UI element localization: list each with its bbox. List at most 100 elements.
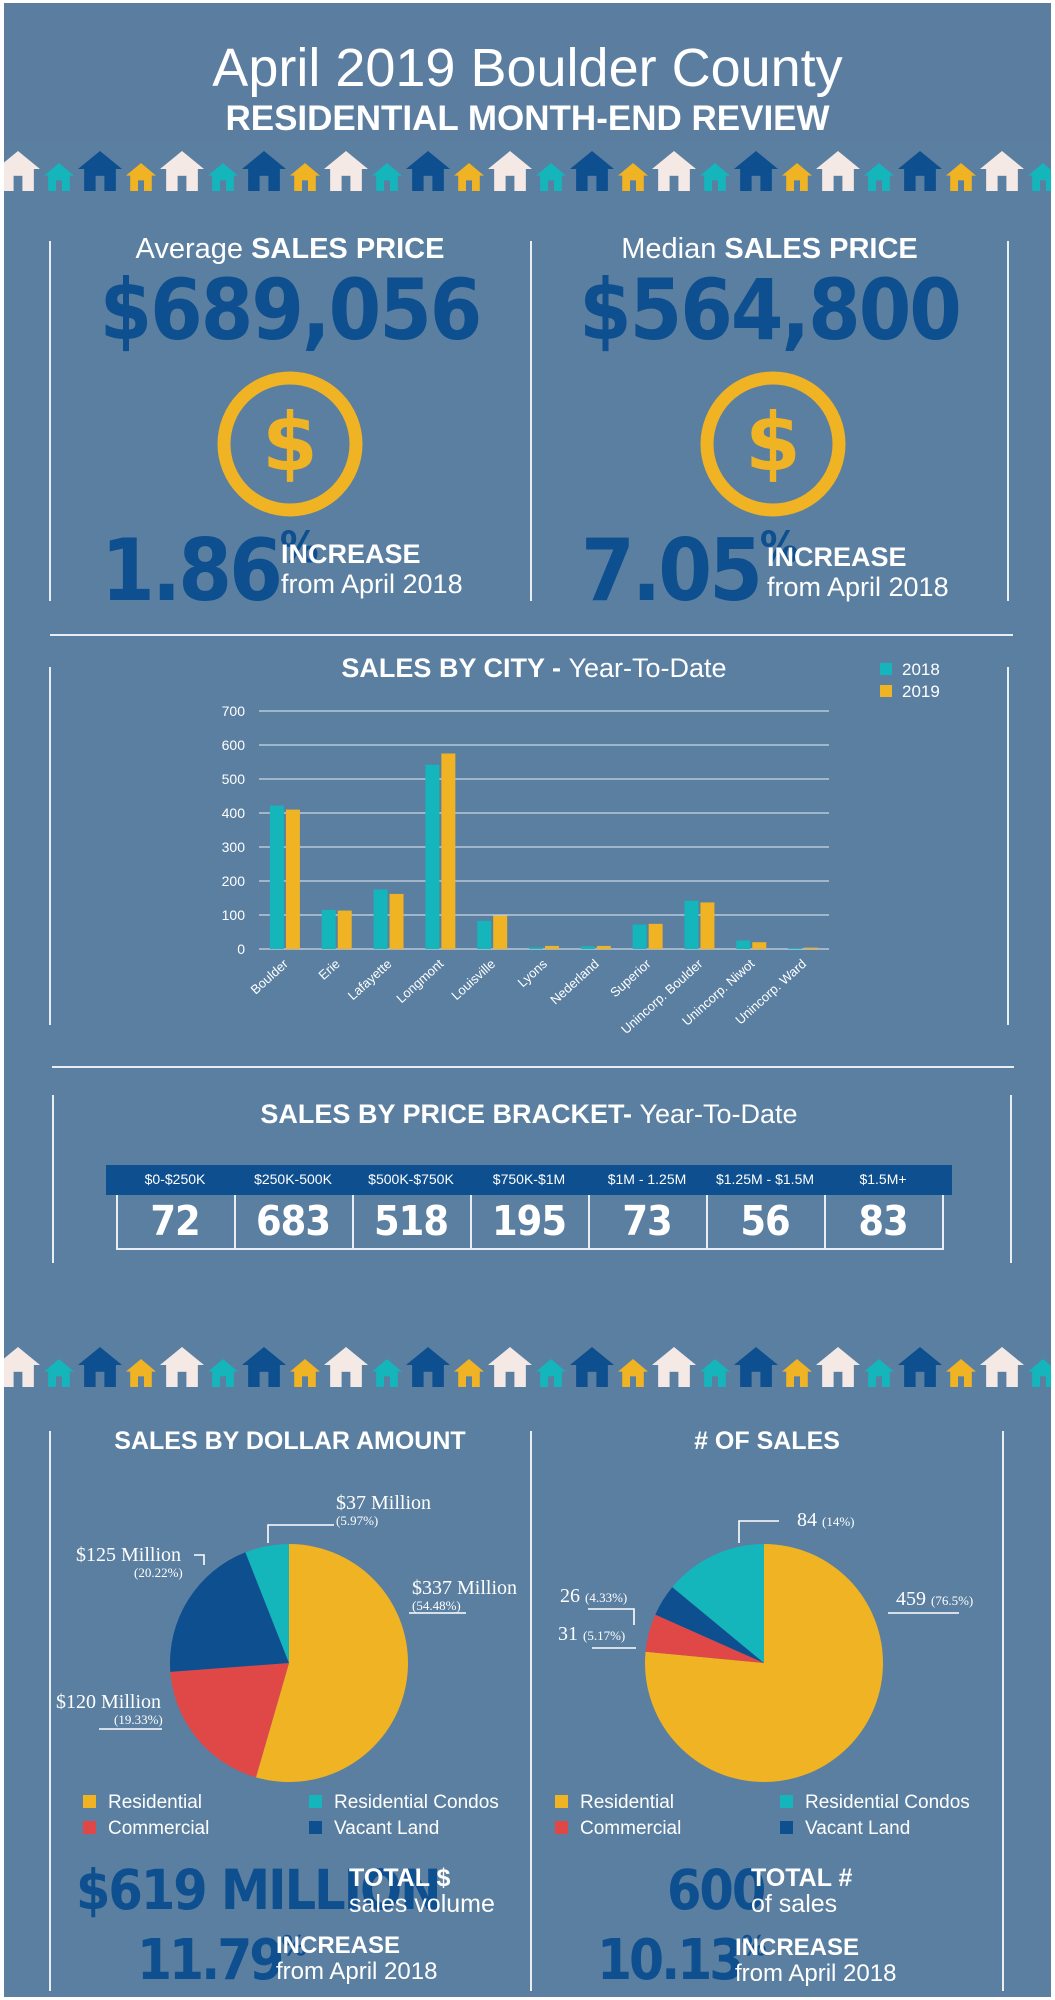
divider — [50, 634, 1013, 636]
house-icon — [618, 163, 648, 191]
count-legend-vacant: Vacant Land — [780, 1818, 910, 1840]
divider — [49, 667, 51, 1025]
house-icon — [160, 151, 204, 191]
house-icon — [324, 1347, 368, 1387]
dollar-commercial-amount: $120 Million — [56, 1691, 162, 1713]
dollar-coin-icon: $ — [217, 371, 363, 517]
bracket-value: 72 — [150, 1197, 200, 1245]
median-label-bold: SALES PRICE — [724, 233, 918, 265]
median-sales-price: $564,800 — [579, 261, 962, 359]
bar-2019-unincorp-boulder — [700, 902, 715, 949]
bracket-value: 73 — [622, 1197, 672, 1245]
divider — [530, 241, 532, 601]
y-tick-label: 0 — [237, 941, 245, 957]
bracket-value: 195 — [492, 1197, 567, 1245]
y-tick-label: 300 — [222, 839, 246, 855]
house-icon — [454, 163, 484, 191]
house-icon — [290, 1359, 320, 1387]
house-icon — [454, 1359, 484, 1387]
title-band — [4, 3, 1051, 141]
bar-2019-longmont — [441, 753, 456, 949]
y-tick-label: 500 — [222, 771, 246, 787]
y-tick-label: 200 — [222, 873, 246, 889]
house-icon — [536, 163, 566, 191]
house-icon — [242, 1347, 286, 1387]
house-icon — [324, 151, 368, 191]
count-chart-title: # OF SALES — [694, 1427, 840, 1455]
house-icon — [488, 1347, 532, 1387]
bar-2018-unincorp-ward — [788, 947, 803, 949]
avg-pct-value: 1.86 — [101, 521, 283, 621]
swatch-residential — [555, 1795, 568, 1808]
count-residential-pct: (76.5%) — [931, 1593, 974, 1608]
dollar-annot-residential: $337 Million (54.48%) — [412, 1577, 517, 1614]
bar-2018-longmont — [425, 764, 440, 949]
pie-slice-commercial — [645, 1614, 764, 1663]
avg-label-bold: SALES PRICE — [251, 233, 445, 265]
house-icon — [816, 151, 860, 191]
bar-2019-unincorp-niwot — [752, 942, 767, 949]
count-legend-commercial: Commercial — [555, 1818, 681, 1840]
house-icon — [816, 1347, 860, 1387]
median-pct-value: 7.05 — [581, 521, 763, 621]
bar-2018-superior — [632, 924, 647, 949]
bar-2018-unincorp-niwot — [736, 940, 751, 949]
median-pct: 7.05% — [581, 521, 799, 621]
house-icon — [126, 163, 156, 191]
bracket-header-cell: $1.25M - $1.5M — [715, 1171, 815, 1187]
house-icon — [208, 163, 238, 191]
bracket-header-cell: $250K-500K — [254, 1171, 332, 1187]
bracket-value: 518 — [374, 1197, 449, 1245]
page-subtitle: RESIDENTIAL MONTH-END REVIEW — [225, 99, 830, 138]
dollar-total-label: TOTAL $ sales volume — [349, 1865, 495, 1918]
count-pct-sign: % — [741, 1929, 767, 1963]
dollar-annot-condos: $37 Million (5.97%) — [336, 1492, 431, 1529]
house-icon — [652, 151, 696, 191]
dollar-residential-amount: $337 Million — [412, 1577, 518, 1599]
median-label: Median SALES PRICE — [532, 233, 1007, 266]
dollar-commercial-pct: (19.33%) — [114, 1712, 163, 1727]
bracket-header-bar — [106, 1165, 952, 1195]
infographic-page: April 2019 Boulder County RESIDENTIAL MO… — [4, 3, 1051, 1997]
bar-2019-superior — [648, 923, 663, 949]
dollar-condos-amount: $37 Million — [336, 1492, 432, 1514]
house-icon — [160, 1347, 204, 1387]
legend-swatch-2019 — [880, 685, 892, 697]
count-annot-vacant: 26 (4.33%) — [560, 1585, 627, 1608]
legend-label: Vacant Land — [334, 1818, 440, 1839]
swatch-residential — [83, 1795, 96, 1808]
bracket-title: SALES BY PRICE BRACKET- Year-To-Date — [204, 1099, 854, 1130]
count-increase-word: INCREASE — [735, 1934, 860, 1961]
avg-label-light: Average — [135, 233, 252, 265]
avg-label: Average SALES PRICE — [50, 233, 530, 266]
swatch-vacant — [309, 1821, 322, 1834]
count-condos-amount: 84 — [797, 1509, 817, 1531]
dollar-increase: INCREASE from April 2018 — [276, 1932, 437, 1986]
house-icon — [864, 1359, 894, 1387]
avg-sales-price: $689,056 — [99, 261, 483, 359]
count-annot-condos: 84 (14%) — [797, 1509, 855, 1532]
divider — [1007, 667, 1009, 1025]
count-vacant-pct: (4.33%) — [585, 1590, 628, 1605]
legend-label: Vacant Land — [805, 1818, 911, 1839]
page-title: April 2019 Boulder County — [212, 38, 843, 98]
count-vacant-amount: 26 — [560, 1585, 580, 1607]
house-icon — [570, 151, 614, 191]
bar-2018-boulder — [269, 805, 284, 949]
bracket-header-cell: $1M - 1.25M — [607, 1171, 687, 1187]
bar-2018-louisville — [477, 920, 492, 949]
house-icon — [700, 163, 730, 191]
city-title-bold: SALES BY CITY - — [341, 653, 569, 683]
count-pct-value: 10.13 — [597, 1928, 744, 1993]
house-icon — [1028, 163, 1051, 191]
avg-increase-from: from April 2018 — [281, 568, 463, 599]
avg-increase-word: INCREASE — [281, 539, 421, 569]
house-icon — [406, 1347, 450, 1387]
house-icon — [618, 1359, 648, 1387]
house-icon — [734, 1347, 778, 1387]
bracket-header-cell: $500K-$750K — [368, 1171, 454, 1187]
house-icon — [372, 163, 402, 191]
house-icon — [536, 1359, 566, 1387]
swatch-commercial — [83, 1821, 96, 1834]
count-commercial-amount: 31 — [558, 1623, 578, 1645]
